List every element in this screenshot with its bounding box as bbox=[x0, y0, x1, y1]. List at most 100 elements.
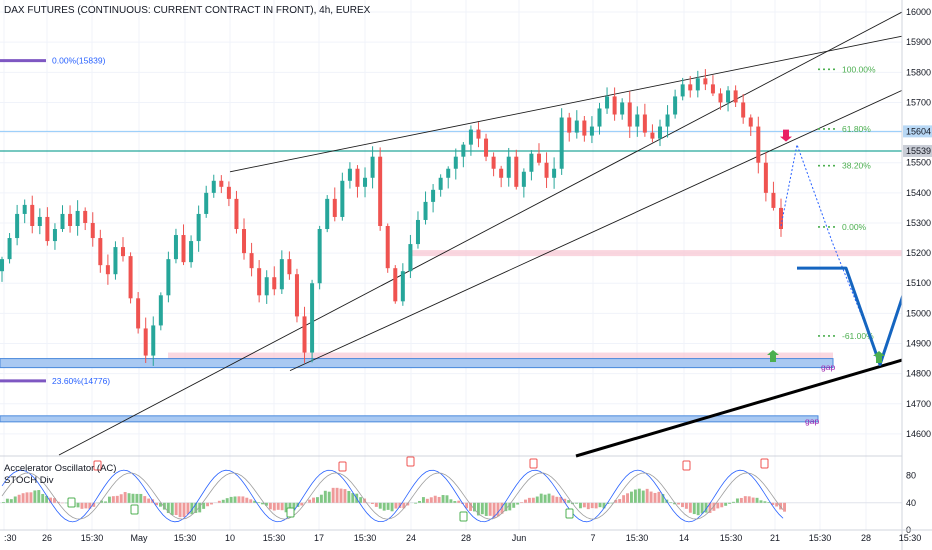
candle-body bbox=[83, 210, 88, 223]
chart-grid bbox=[0, 0, 932, 530]
osc-bar bbox=[80, 502, 84, 509]
osc-bar bbox=[88, 502, 92, 509]
osc-bar bbox=[300, 502, 304, 506]
candle-body bbox=[552, 168, 557, 178]
candle-body bbox=[105, 265, 110, 275]
candle-body bbox=[52, 229, 57, 242]
candle-body bbox=[317, 229, 322, 284]
candle-body bbox=[121, 247, 126, 257]
osc-bar bbox=[308, 499, 312, 503]
candle-body bbox=[605, 96, 610, 109]
osc-bar bbox=[653, 492, 657, 503]
osc-bar bbox=[720, 502, 724, 508]
divergence-marker bbox=[529, 458, 538, 469]
osc-bar bbox=[763, 501, 767, 503]
osc-bar bbox=[783, 502, 786, 512]
trendline-upper bbox=[229, 35, 903, 173]
osc-bar bbox=[159, 502, 162, 507]
fib-level-label: 38.20% bbox=[842, 161, 871, 171]
price-tick-label: 15300 bbox=[906, 218, 931, 228]
time-tick-label: 7 bbox=[590, 533, 595, 543]
osc-bar bbox=[249, 499, 253, 503]
candle-body bbox=[242, 229, 247, 254]
osc-bar bbox=[759, 500, 763, 503]
osc-bar bbox=[421, 497, 425, 503]
price-tick-label: 15900 bbox=[906, 37, 931, 47]
osc-bar bbox=[594, 502, 598, 509]
osc-bar bbox=[29, 492, 33, 503]
time-tick-label: 15:30 bbox=[174, 533, 197, 543]
osc-bar bbox=[586, 502, 590, 510]
candle-body bbox=[166, 259, 171, 296]
trendline-channel bbox=[58, 11, 903, 456]
osc-bar bbox=[673, 502, 677, 505]
osc-bar bbox=[323, 490, 327, 503]
candle-body bbox=[521, 171, 526, 187]
osc-bar bbox=[496, 502, 500, 517]
fib-left-label: 0.00%(15839) bbox=[52, 56, 106, 66]
candle-body bbox=[499, 168, 504, 178]
divergence-marker bbox=[682, 460, 691, 471]
osc-bar bbox=[9, 499, 13, 503]
projection-dotted bbox=[780, 142, 881, 362]
chart-title: DAX FUTURES (CONTINUOUS: CURRENT CONTRAC… bbox=[4, 5, 371, 16]
candle-body bbox=[393, 268, 398, 302]
trendline-lower bbox=[289, 89, 903, 372]
candle-body bbox=[249, 253, 254, 269]
divergence-marker bbox=[406, 456, 415, 467]
osc-bar bbox=[575, 502, 578, 504]
candle-body bbox=[756, 126, 761, 163]
osc-bar bbox=[394, 502, 398, 509]
candle-body bbox=[347, 168, 352, 181]
osc-bar bbox=[535, 496, 539, 503]
osc-bar bbox=[527, 497, 531, 503]
osc-bar bbox=[480, 502, 484, 515]
price-tick-label: 15700 bbox=[906, 97, 931, 107]
osc-bar bbox=[202, 502, 206, 509]
candle-body bbox=[431, 189, 436, 202]
time-tick-label: :30 bbox=[4, 533, 17, 543]
osc-bar bbox=[614, 500, 618, 503]
osc-bar bbox=[245, 497, 249, 503]
divergence-marker bbox=[286, 507, 295, 518]
candle-body bbox=[627, 102, 632, 127]
osc-bar bbox=[170, 502, 174, 515]
price-tick-label: 14700 bbox=[906, 399, 931, 409]
divergence-marker bbox=[93, 460, 102, 471]
candle-body bbox=[408, 244, 413, 272]
candle-body bbox=[279, 259, 284, 290]
osc-bar bbox=[767, 502, 771, 503]
osc-bar bbox=[677, 502, 681, 505]
osc-bar bbox=[147, 498, 151, 503]
price-tick-label: 15000 bbox=[906, 308, 931, 318]
osc-bar bbox=[155, 502, 158, 506]
candle-body bbox=[30, 204, 35, 226]
candle-body bbox=[400, 271, 405, 302]
osc-bar bbox=[771, 502, 775, 505]
candle-body bbox=[476, 129, 481, 139]
osc-bar bbox=[590, 502, 594, 509]
osc-bar bbox=[630, 491, 633, 503]
candle-body bbox=[332, 198, 337, 217]
candle-body bbox=[544, 162, 549, 178]
arrow-up-marker bbox=[767, 350, 779, 362]
osc-bar bbox=[178, 502, 182, 518]
osc-bar bbox=[449, 499, 453, 503]
osc-bar bbox=[37, 490, 41, 503]
osc-bar bbox=[272, 502, 276, 511]
osc-bar bbox=[107, 496, 111, 503]
candle-body bbox=[733, 90, 738, 103]
osc-bar bbox=[492, 502, 496, 518]
osc-bar bbox=[194, 502, 198, 513]
osc-bar bbox=[123, 492, 127, 503]
candle-body bbox=[98, 238, 103, 266]
osc-bar bbox=[319, 494, 323, 503]
candle-body bbox=[181, 235, 186, 263]
divergence-marker bbox=[760, 458, 769, 469]
candle-body bbox=[158, 295, 163, 326]
price-tick-label: 14800 bbox=[906, 369, 931, 379]
osc-bar bbox=[111, 496, 115, 503]
fib-left-label: 23.60%(14776) bbox=[52, 376, 110, 386]
osc-bar bbox=[578, 502, 582, 509]
